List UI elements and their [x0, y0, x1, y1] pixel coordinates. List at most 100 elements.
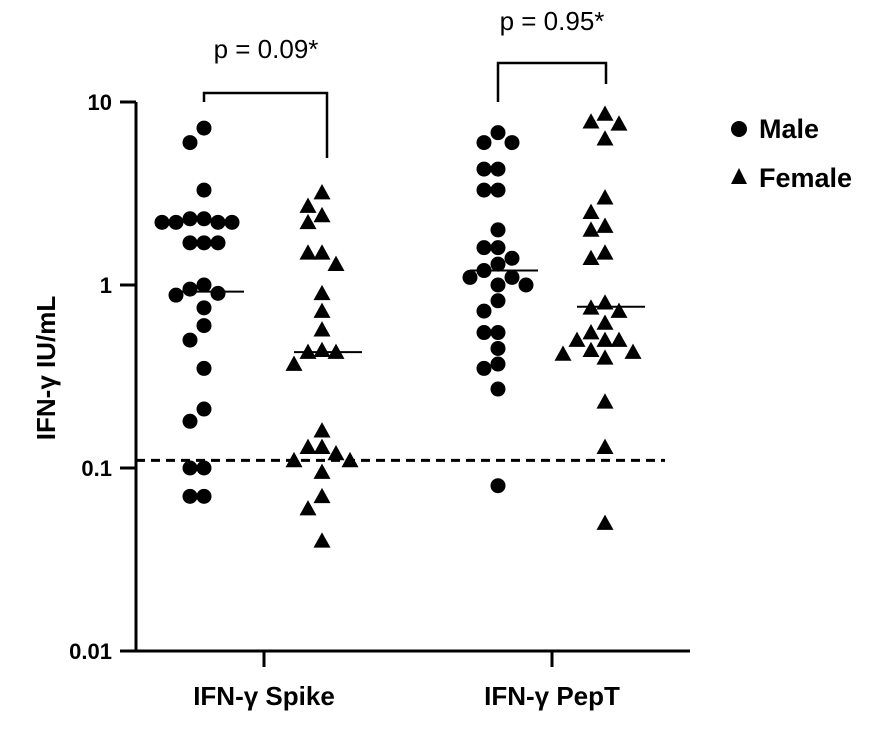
x-category-label-spike: IFN-γ Spike — [193, 681, 335, 711]
data-point-male — [490, 256, 506, 272]
data-point-female — [582, 324, 600, 340]
data-point-male — [490, 356, 506, 372]
data-point-male — [476, 240, 492, 256]
data-point-female — [582, 221, 600, 237]
data-point-female — [596, 349, 614, 365]
data-point-male — [476, 263, 492, 279]
data-point-female — [341, 451, 359, 468]
data-point-male — [490, 125, 506, 141]
comparison-bracket-spike — [202, 91, 329, 158]
data-point-male — [518, 277, 534, 293]
x-category-label-pept: IFN-γ PepT — [484, 681, 620, 711]
data-point-female — [596, 217, 614, 233]
data-point-male — [182, 332, 198, 348]
y-tick-3: 0.01 — [69, 639, 136, 664]
comparison-bracket-pept — [496, 61, 608, 102]
data-point-male — [196, 360, 212, 376]
y-tick-label: 1 — [100, 273, 112, 298]
data-point-female — [582, 299, 600, 315]
data-point-female — [582, 249, 600, 266]
data-point-female — [313, 341, 331, 358]
data-point-female — [299, 438, 317, 454]
data-point-male — [196, 401, 212, 417]
data-point-male — [504, 269, 520, 285]
legend-triangle-marker — [731, 168, 747, 184]
y-tick-label: 10 — [88, 90, 112, 115]
data-point-female — [596, 438, 614, 454]
data-point-male — [462, 269, 478, 285]
y-tick-label: 0.1 — [81, 456, 112, 481]
data-point-male — [154, 214, 170, 230]
data-point-female — [596, 130, 614, 146]
data-point-female — [327, 255, 345, 271]
data-point-male — [168, 214, 184, 230]
data-point-female — [313, 321, 331, 337]
data-point-female — [596, 314, 614, 330]
data-point-female — [582, 203, 600, 219]
data-point-male — [224, 214, 240, 230]
data-point-female — [582, 341, 600, 358]
y-tick-0: 10 — [88, 90, 136, 115]
data-point-male — [196, 488, 212, 504]
data-point-female — [299, 343, 317, 359]
data-point-male — [196, 277, 212, 293]
data-point-female — [596, 514, 614, 530]
data-point-male — [490, 478, 506, 494]
data-point-female — [610, 115, 628, 131]
data-point-male — [182, 488, 198, 504]
data-point-female — [596, 331, 614, 347]
data-point-female — [596, 244, 614, 260]
data-point-male — [490, 222, 506, 238]
data-point-female — [327, 343, 345, 359]
data-point-female — [299, 197, 317, 213]
data-point-female — [313, 487, 331, 504]
data-point-male — [182, 211, 198, 227]
data-point-male — [182, 135, 198, 151]
data-point-female — [313, 532, 331, 548]
data-point-male — [490, 325, 506, 341]
data-point-male — [182, 281, 198, 297]
data-point-female — [582, 113, 600, 129]
data-point-female — [313, 284, 331, 301]
data-point-female — [313, 438, 331, 454]
data-point-female — [313, 184, 331, 200]
data-point-male — [196, 460, 212, 476]
data-point-female — [327, 445, 345, 461]
data-point-male — [490, 381, 506, 397]
data-point-female — [313, 463, 331, 479]
data-point-male — [490, 293, 506, 309]
data-point-male — [196, 318, 212, 334]
data-point-male — [476, 360, 492, 376]
data-point-female — [554, 345, 572, 361]
data-point-male — [490, 277, 506, 293]
data-point-male — [168, 287, 184, 303]
data-point-female — [596, 393, 614, 409]
data-point-male — [210, 285, 226, 301]
y-tick-1: 1 — [100, 273, 136, 298]
data-point-male — [490, 161, 506, 177]
data-point-female — [624, 343, 642, 359]
data-point-male — [196, 300, 212, 316]
y-tick-label: 0.01 — [69, 639, 112, 664]
data-point-male — [196, 120, 212, 136]
data-point-female — [610, 302, 628, 318]
data-point-male — [476, 325, 492, 341]
data-point-male — [476, 182, 492, 198]
data-point-female — [299, 213, 317, 230]
data-point-female — [313, 206, 331, 223]
data-point-male — [476, 135, 492, 151]
data-point-female — [285, 451, 303, 468]
data-point-female — [610, 331, 628, 347]
data-point-male — [196, 211, 212, 227]
plot-layer — [136, 105, 665, 548]
data-point-female — [285, 355, 303, 371]
data-point-female — [596, 189, 614, 205]
p-value-spike: p = 0.09* — [214, 34, 319, 64]
legend-circle-marker — [731, 121, 747, 137]
data-point-female — [596, 105, 614, 121]
data-point-male — [490, 240, 506, 256]
data-point-male — [476, 303, 492, 319]
data-point-female — [299, 500, 317, 516]
y-tick-2: 0.1 — [81, 456, 136, 481]
data-point-male — [210, 235, 226, 251]
